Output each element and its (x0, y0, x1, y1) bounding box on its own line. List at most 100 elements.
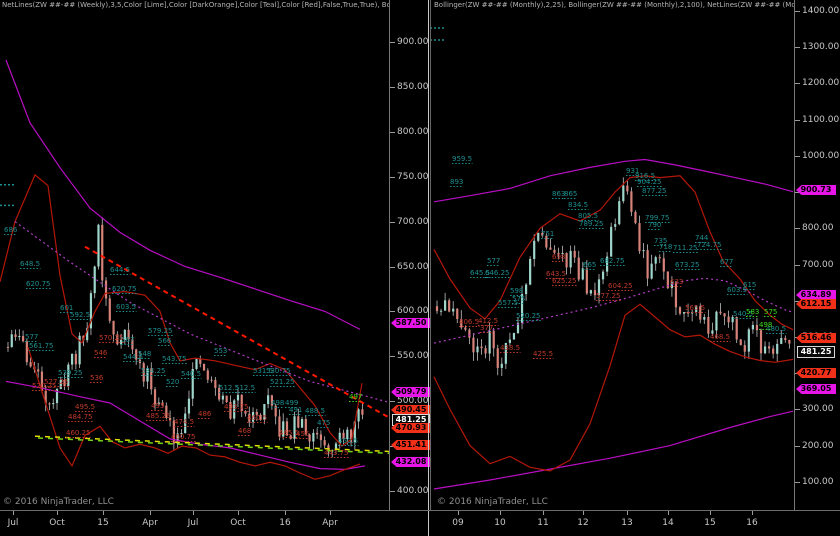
candle-body (274, 405, 277, 417)
monthly-price-axis[interactable]: 1400.001300.001200.001100.001000.00900.0… (795, 0, 840, 523)
netline-price-label: 406.5 (459, 318, 479, 326)
price-tick-label: 200.00 (802, 440, 834, 451)
candle-body (293, 416, 296, 439)
candle-body (512, 333, 516, 340)
netline-price-label: 577.25 (596, 292, 621, 300)
netline-price-label: 377 (480, 324, 493, 332)
time-tick-label: Apr (142, 518, 158, 528)
netline-price-label: 468 (238, 427, 251, 435)
candle-body (236, 394, 240, 401)
price-tick-label: 400.00 (397, 486, 429, 496)
price-tick-label: 800.00 (397, 126, 429, 137)
netline-price-label: 566 (158, 337, 172, 345)
netline-price-label: 577 (25, 333, 38, 341)
candle-body (670, 282, 673, 289)
monthly-chart-title: Bollinger(ZW ##-## (Monthly),2,25), Boll… (434, 1, 794, 9)
time-tick-label: 16 (279, 518, 291, 528)
candle-body (529, 258, 532, 285)
candle-body (743, 345, 746, 352)
netline-price-label: 877.25 (642, 187, 667, 195)
price-tick-mark (795, 228, 800, 230)
netline-price-label: 484.75 (68, 413, 93, 421)
candle-body (191, 369, 194, 399)
candle-body (634, 211, 637, 224)
candle-body (581, 268, 584, 280)
netline-price-label: 460.75 (171, 433, 196, 441)
candle-body (285, 421, 289, 436)
candle-body (55, 389, 59, 404)
candle-body (780, 338, 783, 344)
indicator-line (433, 277, 794, 344)
price-tick-label: 750.00 (397, 171, 429, 182)
netline-price-label: 465.5 (279, 429, 299, 437)
price-tick-label: 550.00 (397, 351, 429, 362)
price-tick-mark (795, 481, 800, 483)
netline-price-label: 520.25 (516, 312, 541, 320)
time-tick-mark (543, 511, 544, 515)
candle-body (48, 403, 51, 405)
candle-body (10, 334, 13, 348)
price-tick-label: 1200.00 (802, 78, 840, 89)
candle-body (25, 341, 28, 363)
candle-body (500, 363, 503, 368)
candle-body (251, 411, 255, 422)
indicator-line (433, 158, 794, 203)
netline-price-label: 677 (720, 258, 733, 266)
price-tick-mark (390, 401, 395, 403)
candle-body (622, 185, 625, 202)
candle-body (492, 330, 495, 349)
time-tick-label: 16 (746, 518, 758, 528)
netline-price-label: 724.75 (697, 241, 722, 249)
price-tick-mark (390, 356, 395, 358)
indicator-line (433, 410, 794, 490)
price-tick-label: 600.00 (397, 306, 429, 317)
candle-body (29, 362, 32, 367)
candle-body (176, 433, 179, 444)
candle-body (516, 322, 520, 334)
netline-price-label: 456 (296, 430, 310, 438)
time-tick-label: 14 (662, 518, 674, 528)
candle-body (342, 432, 345, 440)
netline-price-label: 543.75 (162, 355, 187, 363)
netline-price-label: 711.25 (673, 244, 698, 252)
candle-body (270, 395, 273, 406)
candle-body (259, 414, 262, 420)
candle-body (626, 185, 629, 192)
time-tick-mark (57, 511, 58, 515)
candle-body (63, 379, 66, 387)
candle-body (488, 330, 491, 354)
netline-price-label: 546 (94, 349, 108, 357)
candle-body (59, 379, 62, 390)
netline-price-label: 718 (659, 243, 672, 251)
candle-body (723, 313, 726, 317)
price-tick-label: 1300.00 (802, 42, 840, 53)
indicator-line (37, 437, 390, 455)
netline-price-label: 460.5 (247, 414, 267, 422)
netline-price-label: 959.5 (452, 155, 472, 163)
candle-body (199, 358, 202, 364)
candle-body (169, 418, 172, 421)
netline-price-label: 579.25 (148, 327, 173, 335)
weekly-time-axis[interactable]: Jul Oct 15 Apr Jul Oct 16 Apr (0, 511, 428, 536)
netline-price-label: 480.5 (766, 325, 786, 333)
monthly-time-axis[interactable]: 09 10 11 12 13 14 15 16 (430, 511, 840, 536)
candle-body (146, 368, 149, 382)
candle-body (630, 191, 633, 212)
netline-price-label: 536 (90, 374, 104, 382)
candle-body (187, 398, 191, 414)
candle-body (776, 343, 779, 354)
candle-body (601, 271, 605, 280)
price-tick-mark (390, 42, 395, 43)
time-tick-mark (103, 511, 104, 515)
indicator-line (433, 303, 794, 472)
time-tick-mark (458, 511, 459, 515)
candle-body (642, 250, 645, 252)
price-tick-label: 900.00 (397, 37, 429, 47)
candle-body (735, 316, 738, 340)
weekly-price-axis[interactable]: 900.00 850.00 800.00 750.00 700.00 650.00 600.… (390, 0, 431, 510)
candle-body (165, 405, 168, 419)
time-tick-mark (238, 511, 239, 515)
candle-body (263, 404, 266, 420)
